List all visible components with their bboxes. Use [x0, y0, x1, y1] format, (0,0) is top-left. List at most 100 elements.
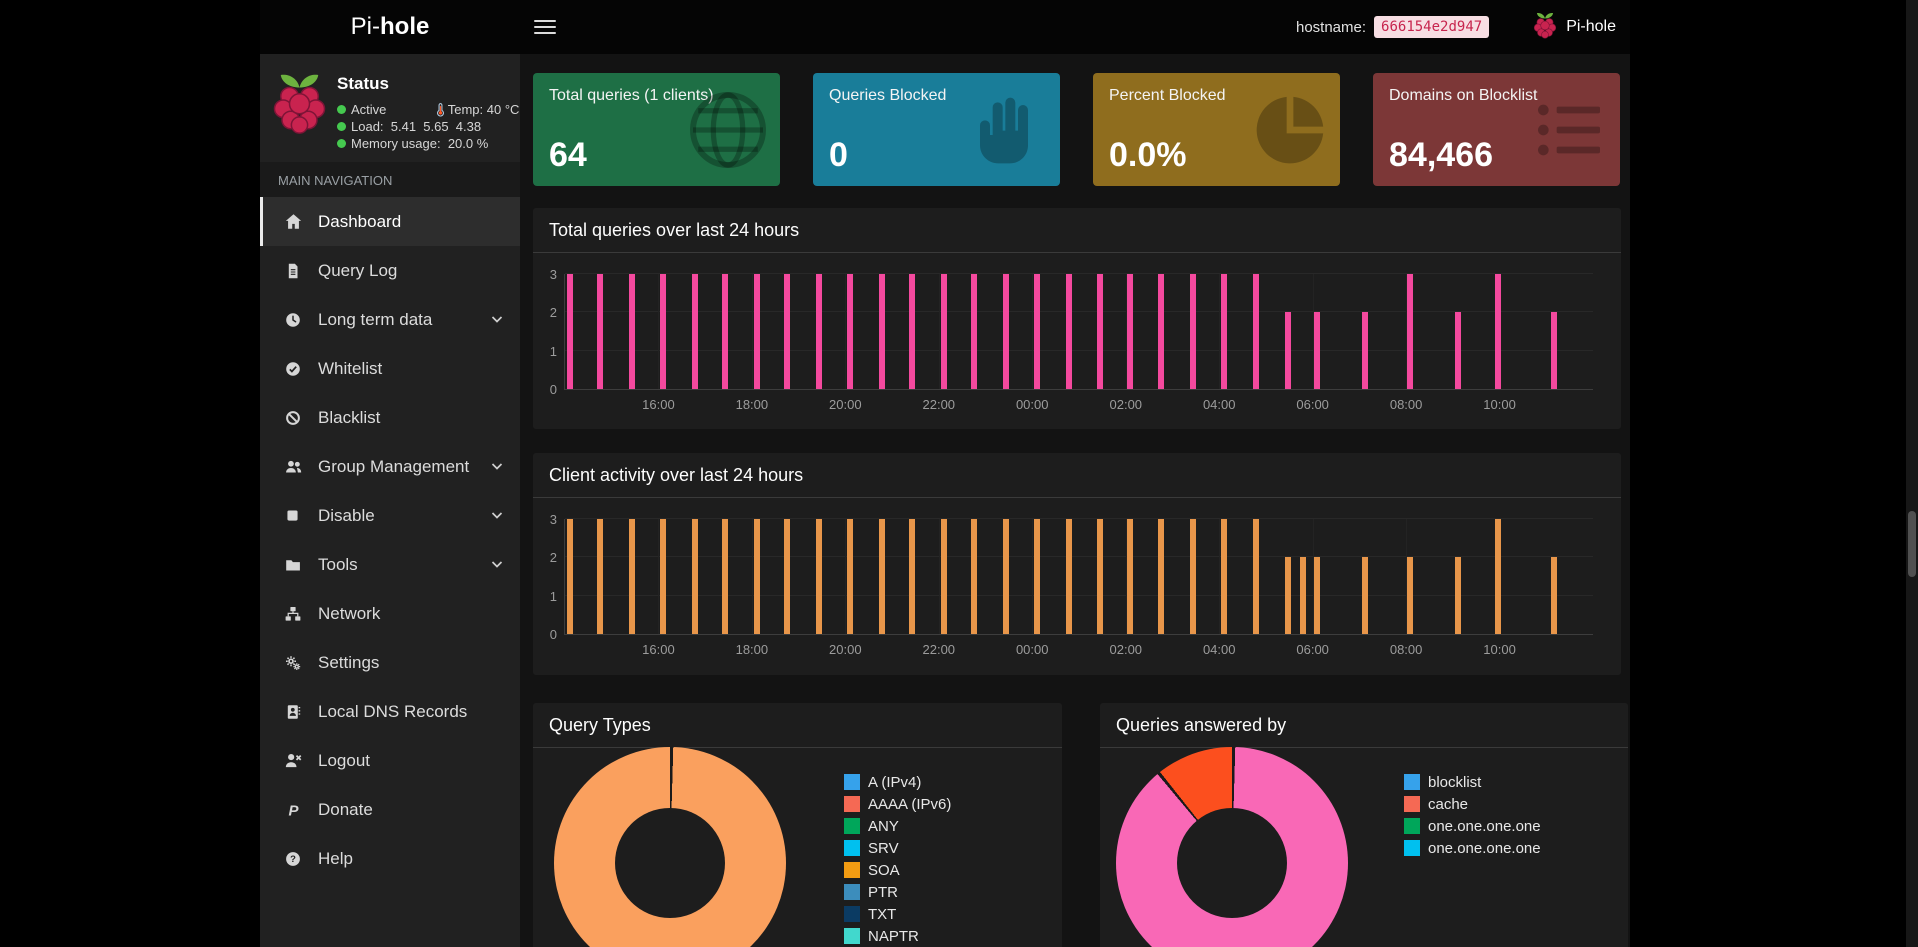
sidebar-item-dashboard[interactable]: Dashboard: [260, 197, 520, 246]
bar[interactable]: [1221, 274, 1227, 389]
legend-item[interactable]: one.one.one.one: [1404, 815, 1541, 837]
bar[interactable]: [1407, 557, 1413, 634]
page-scrollbar: [1906, 0, 1918, 947]
chart-plot-area[interactable]: 012316:0018:0020:0022:0000:0002:0004:000…: [564, 519, 1593, 635]
bar[interactable]: [1127, 274, 1133, 389]
scrollbar-thumb[interactable]: [1908, 511, 1916, 577]
bar[interactable]: [1034, 519, 1040, 634]
bar[interactable]: [879, 274, 885, 389]
sidebar-item-blacklist[interactable]: Blacklist: [260, 393, 520, 442]
bar[interactable]: [1362, 312, 1368, 389]
bar[interactable]: [1066, 519, 1072, 634]
bar[interactable]: [722, 274, 728, 389]
sidebar-item-donate[interactable]: PDonate: [260, 785, 520, 834]
bar[interactable]: [1034, 274, 1040, 389]
client-activity-chart[interactable]: 012316:0018:0020:0022:0000:0002:0004:000…: [564, 519, 1593, 635]
legend-label: A (IPv4): [868, 774, 921, 791]
legend-item[interactable]: PTR: [844, 881, 951, 903]
legend-item[interactable]: one.one.one.one: [1404, 837, 1541, 859]
x-axis-label: 10:00: [1483, 642, 1516, 657]
bar[interactable]: [784, 519, 790, 634]
bar[interactable]: [784, 274, 790, 389]
bar[interactable]: [816, 519, 822, 634]
bar[interactable]: [971, 519, 977, 634]
legend-item[interactable]: NAPTR: [844, 925, 951, 947]
bar[interactable]: [1066, 274, 1072, 389]
legend-item[interactable]: cache: [1404, 793, 1541, 815]
bar[interactable]: [629, 274, 635, 389]
bar[interactable]: [1285, 312, 1291, 389]
bar[interactable]: [879, 519, 885, 634]
sidebar-item-settings[interactable]: Settings: [260, 638, 520, 687]
sidebar-item-disable[interactable]: Disable: [260, 491, 520, 540]
bar[interactable]: [567, 519, 573, 634]
legend-item[interactable]: ANY: [844, 815, 951, 837]
bar[interactable]: [1285, 557, 1291, 634]
bar[interactable]: [1407, 274, 1413, 389]
bar[interactable]: [660, 274, 666, 389]
chart-plot-area[interactable]: 012316:0018:0020:0022:0000:0002:0004:000…: [564, 274, 1593, 390]
bar[interactable]: [941, 274, 947, 389]
sidebar-item-logout[interactable]: Logout: [260, 736, 520, 785]
bar[interactable]: [1495, 274, 1501, 389]
sidebar-item-long-term-data[interactable]: Long term data: [260, 295, 520, 344]
bar[interactable]: [1003, 519, 1009, 634]
bar[interactable]: [1551, 557, 1557, 634]
sidebar-item-whitelist[interactable]: Whitelist: [260, 344, 520, 393]
bar[interactable]: [1097, 519, 1103, 634]
hand-icon: [970, 90, 1050, 170]
bar[interactable]: [567, 274, 573, 389]
bar[interactable]: [754, 519, 760, 634]
legend-item[interactable]: SRV: [844, 837, 951, 859]
legend-item[interactable]: blocklist: [1404, 771, 1541, 793]
bar[interactable]: [597, 274, 603, 389]
bar[interactable]: [1495, 519, 1501, 634]
bar[interactable]: [1455, 312, 1461, 389]
bar[interactable]: [941, 519, 947, 634]
bar[interactable]: [1158, 274, 1164, 389]
bar[interactable]: [1314, 312, 1320, 389]
legend-item[interactable]: SOA: [844, 859, 951, 881]
bar[interactable]: [1253, 274, 1259, 389]
bar[interactable]: [1127, 519, 1133, 634]
bar[interactable]: [816, 274, 822, 389]
bar[interactable]: [692, 519, 698, 634]
sidebar-item-label: Disable: [318, 506, 375, 526]
sidebar-item-network[interactable]: Network: [260, 589, 520, 638]
total-queries-chart[interactable]: 012316:0018:0020:0022:0000:0002:0004:000…: [564, 274, 1593, 390]
bar[interactable]: [971, 274, 977, 389]
bar[interactable]: [1362, 557, 1368, 634]
bar[interactable]: [660, 519, 666, 634]
legend-item[interactable]: AAAA (IPv6): [844, 793, 951, 815]
bar[interactable]: [722, 519, 728, 634]
bar[interactable]: [1314, 557, 1320, 634]
legend-item[interactable]: A (IPv4): [844, 771, 951, 793]
sidebar-item-help[interactable]: ?Help: [260, 834, 520, 883]
legend-label: NAPTR: [868, 928, 919, 945]
bar[interactable]: [1300, 557, 1306, 634]
sidebar-item-tools[interactable]: Tools: [260, 540, 520, 589]
bar[interactable]: [1455, 557, 1461, 634]
sidebar-toggle-icon[interactable]: [534, 20, 556, 34]
bar[interactable]: [754, 274, 760, 389]
bar[interactable]: [1097, 274, 1103, 389]
bar[interactable]: [692, 274, 698, 389]
sidebar-item-query-log[interactable]: Query Log: [260, 246, 520, 295]
bar[interactable]: [1190, 519, 1196, 634]
bar[interactable]: [847, 519, 853, 634]
bar[interactable]: [1190, 274, 1196, 389]
bar[interactable]: [847, 274, 853, 389]
sidebar-item-group-management[interactable]: Group Management: [260, 442, 520, 491]
bar[interactable]: [1003, 274, 1009, 389]
legend-item[interactable]: TXT: [844, 903, 951, 925]
bar[interactable]: [909, 519, 915, 634]
bar[interactable]: [1551, 312, 1557, 389]
bar[interactable]: [1253, 519, 1259, 634]
bar[interactable]: [1221, 519, 1227, 634]
sidebar-item-local-dns-records[interactable]: Local DNS Records: [260, 687, 520, 736]
bar[interactable]: [1158, 519, 1164, 634]
bar[interactable]: [909, 274, 915, 389]
bar[interactable]: [629, 519, 635, 634]
bar[interactable]: [597, 519, 603, 634]
folder-icon: [285, 556, 305, 573]
